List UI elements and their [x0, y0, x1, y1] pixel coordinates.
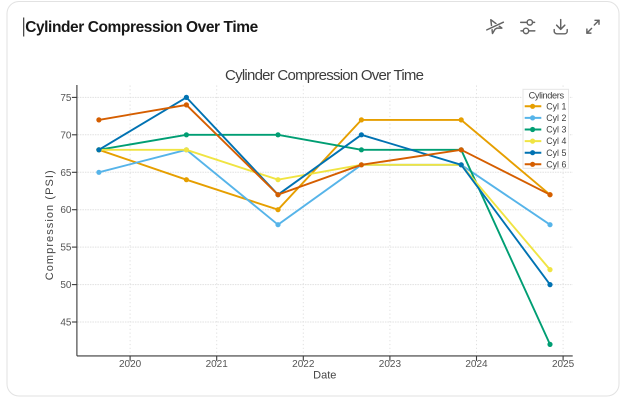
svg-text:Compression (PSI): Compression (PSI)	[44, 170, 56, 280]
svg-text:2023: 2023	[379, 359, 402, 370]
svg-text:70: 70	[60, 130, 72, 141]
svg-text:Cyl 2: Cyl 2	[546, 113, 566, 123]
svg-text:60: 60	[60, 205, 72, 216]
svg-text:2020: 2020	[119, 359, 142, 370]
svg-text:2025: 2025	[552, 359, 575, 370]
svg-text:Cylinder Compression Over Time: Cylinder Compression Over Time	[225, 67, 424, 84]
svg-text:Cyl 3: Cyl 3	[546, 125, 566, 135]
svg-text:Cylinder Compression Over Time: Cylinder Compression Over Time	[25, 19, 258, 36]
svg-text:50: 50	[60, 280, 72, 291]
svg-text:2024: 2024	[465, 359, 488, 370]
svg-text:Cyl 5: Cyl 5	[546, 148, 566, 158]
svg-text:45: 45	[60, 318, 72, 329]
svg-text:75: 75	[60, 93, 72, 104]
svg-text:Cyl 6: Cyl 6	[546, 159, 566, 169]
svg-text:2021: 2021	[206, 359, 229, 370]
svg-text:Date: Date	[313, 370, 336, 382]
svg-text:Cyl 1: Cyl 1	[546, 101, 566, 111]
svg-text:2022: 2022	[292, 359, 315, 370]
svg-text:Cyl 4: Cyl 4	[546, 136, 566, 146]
svg-text:55: 55	[60, 243, 72, 254]
svg-text:Cylinders: Cylinders	[529, 90, 565, 100]
svg-text:65: 65	[60, 168, 72, 179]
